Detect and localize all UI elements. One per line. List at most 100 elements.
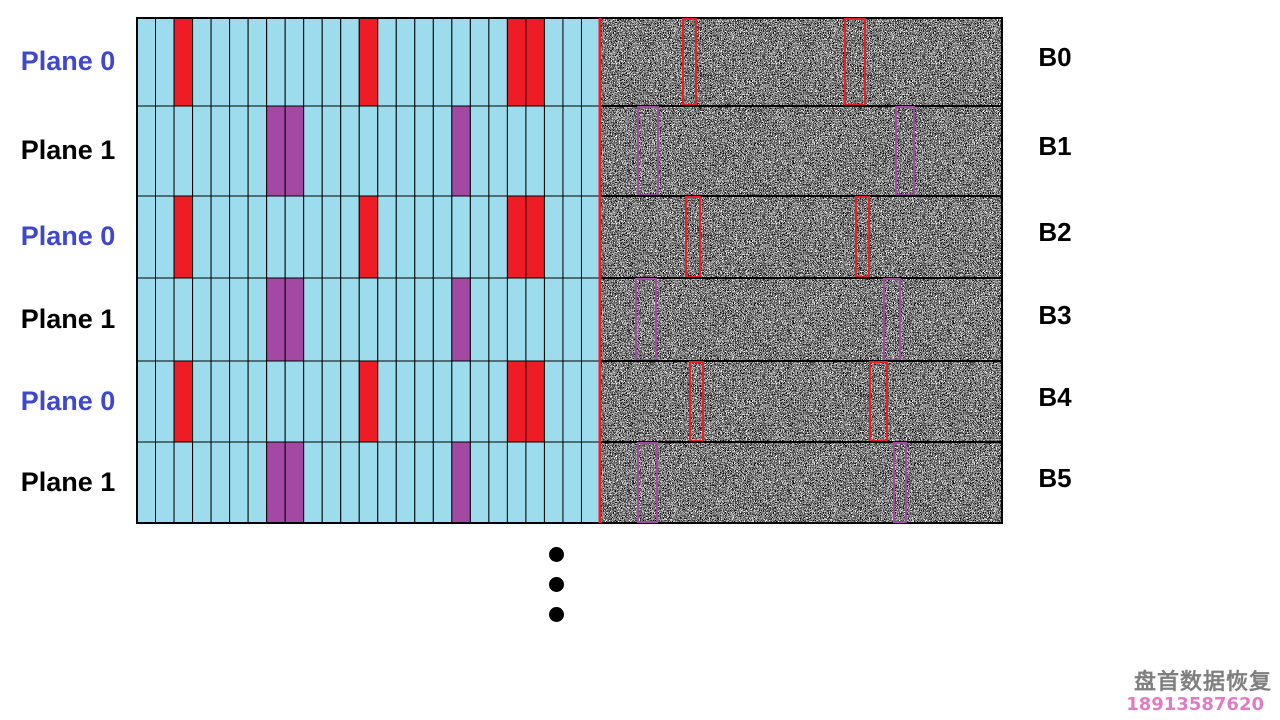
page-cell — [247, 105, 268, 197]
page-cell — [414, 441, 434, 524]
page-cell — [321, 277, 342, 362]
page-cell — [321, 195, 342, 279]
continuation-dot-3 — [549, 607, 564, 622]
page-cell — [247, 17, 268, 107]
highlighted-page-cell — [506, 17, 527, 107]
highlighted-page-cell — [358, 195, 379, 279]
page-cell — [173, 277, 194, 362]
page-cell — [229, 441, 249, 524]
highlighted-page-cell — [451, 277, 471, 362]
highlighted-page-cell — [451, 105, 471, 197]
page-cell — [562, 277, 582, 362]
page-cell — [247, 441, 268, 524]
page-cell — [229, 17, 249, 107]
plane-label: Plane 1 — [20, 303, 116, 334]
page-cell — [469, 105, 490, 197]
block-label: B5 — [1038, 462, 1072, 493]
page-cell — [155, 360, 175, 443]
page-cell — [414, 195, 434, 279]
highlighted-page-cell — [266, 105, 286, 197]
scrambled-data-region — [600, 278, 1002, 361]
page-cell — [247, 360, 268, 443]
page-cell — [432, 360, 453, 443]
page-cell — [543, 105, 564, 197]
page-cell — [469, 17, 490, 107]
page-cell — [377, 105, 397, 197]
page-cell — [506, 105, 527, 197]
page-cell — [395, 360, 416, 443]
page-cell — [358, 277, 379, 362]
page-cell — [488, 360, 508, 443]
page-cell — [192, 17, 212, 107]
page-cell — [451, 360, 471, 443]
page-cell — [414, 277, 434, 362]
highlighted-page-cell — [358, 17, 379, 107]
highlighted-page-cell — [266, 277, 286, 362]
page-cell — [136, 17, 157, 107]
highlighted-page-cell — [173, 195, 194, 279]
page-cell — [414, 105, 434, 197]
page-cell — [340, 360, 360, 443]
page-cell — [155, 17, 175, 107]
continuation-dot-2 — [549, 577, 564, 592]
continuation-dot-1 — [549, 547, 564, 562]
page-cell — [340, 441, 360, 524]
page-cell — [192, 195, 212, 279]
page-cell — [580, 360, 601, 443]
scrambled-data-region — [600, 18, 1002, 106]
page-cell — [562, 17, 582, 107]
page-cell — [395, 277, 416, 362]
block-label: B0 — [1038, 42, 1072, 72]
highlighted-page-cell — [525, 17, 545, 107]
page-cell — [562, 441, 582, 524]
page-cell — [543, 195, 564, 279]
page-cell — [303, 17, 323, 107]
page-cell — [469, 195, 490, 279]
page-cell — [525, 441, 545, 524]
scrambled-data-region — [600, 442, 1002, 523]
page-cell — [451, 17, 471, 107]
page-cell — [488, 277, 508, 362]
page-cell — [414, 17, 434, 107]
scrambled-data-region — [600, 196, 1002, 278]
page-cell — [488, 105, 508, 197]
page-cell — [266, 195, 286, 279]
page-cell — [192, 441, 212, 524]
page-cell — [173, 441, 194, 524]
highlight-outline-box — [893, 442, 907, 523]
page-cell — [377, 195, 397, 279]
page-cell — [580, 105, 601, 197]
plane-label: Plane 0 — [20, 46, 116, 76]
watermark-phone: 18913587620 — [1126, 694, 1264, 715]
page-cell — [377, 360, 397, 443]
page-cell — [543, 17, 564, 107]
page-cell — [303, 195, 323, 279]
page-cell — [247, 195, 268, 279]
page-cell — [210, 105, 231, 197]
page-cell — [562, 105, 582, 197]
highlighted-page-cell — [266, 441, 286, 524]
page-cell — [229, 105, 249, 197]
page-cell — [395, 195, 416, 279]
page-cell — [136, 105, 157, 197]
plane-label: Plane 0 — [20, 221, 116, 251]
page-cell — [469, 441, 490, 524]
page-cell — [580, 195, 601, 279]
page-cell — [340, 195, 360, 279]
page-cell — [543, 360, 564, 443]
highlighted-page-cell — [284, 277, 305, 362]
page-cell — [543, 277, 564, 362]
page-cell — [284, 360, 305, 443]
page-cell — [580, 17, 601, 107]
page-cell — [451, 195, 471, 279]
page-cell — [173, 105, 194, 197]
page-cell — [488, 195, 508, 279]
highlighted-page-cell — [506, 360, 527, 443]
page-cell — [377, 441, 397, 524]
highlighted-page-cell — [173, 360, 194, 443]
highlighted-page-cell — [284, 441, 305, 524]
scrambled-data-region — [600, 361, 1002, 442]
page-cell — [543, 441, 564, 524]
page-cell — [321, 105, 342, 197]
